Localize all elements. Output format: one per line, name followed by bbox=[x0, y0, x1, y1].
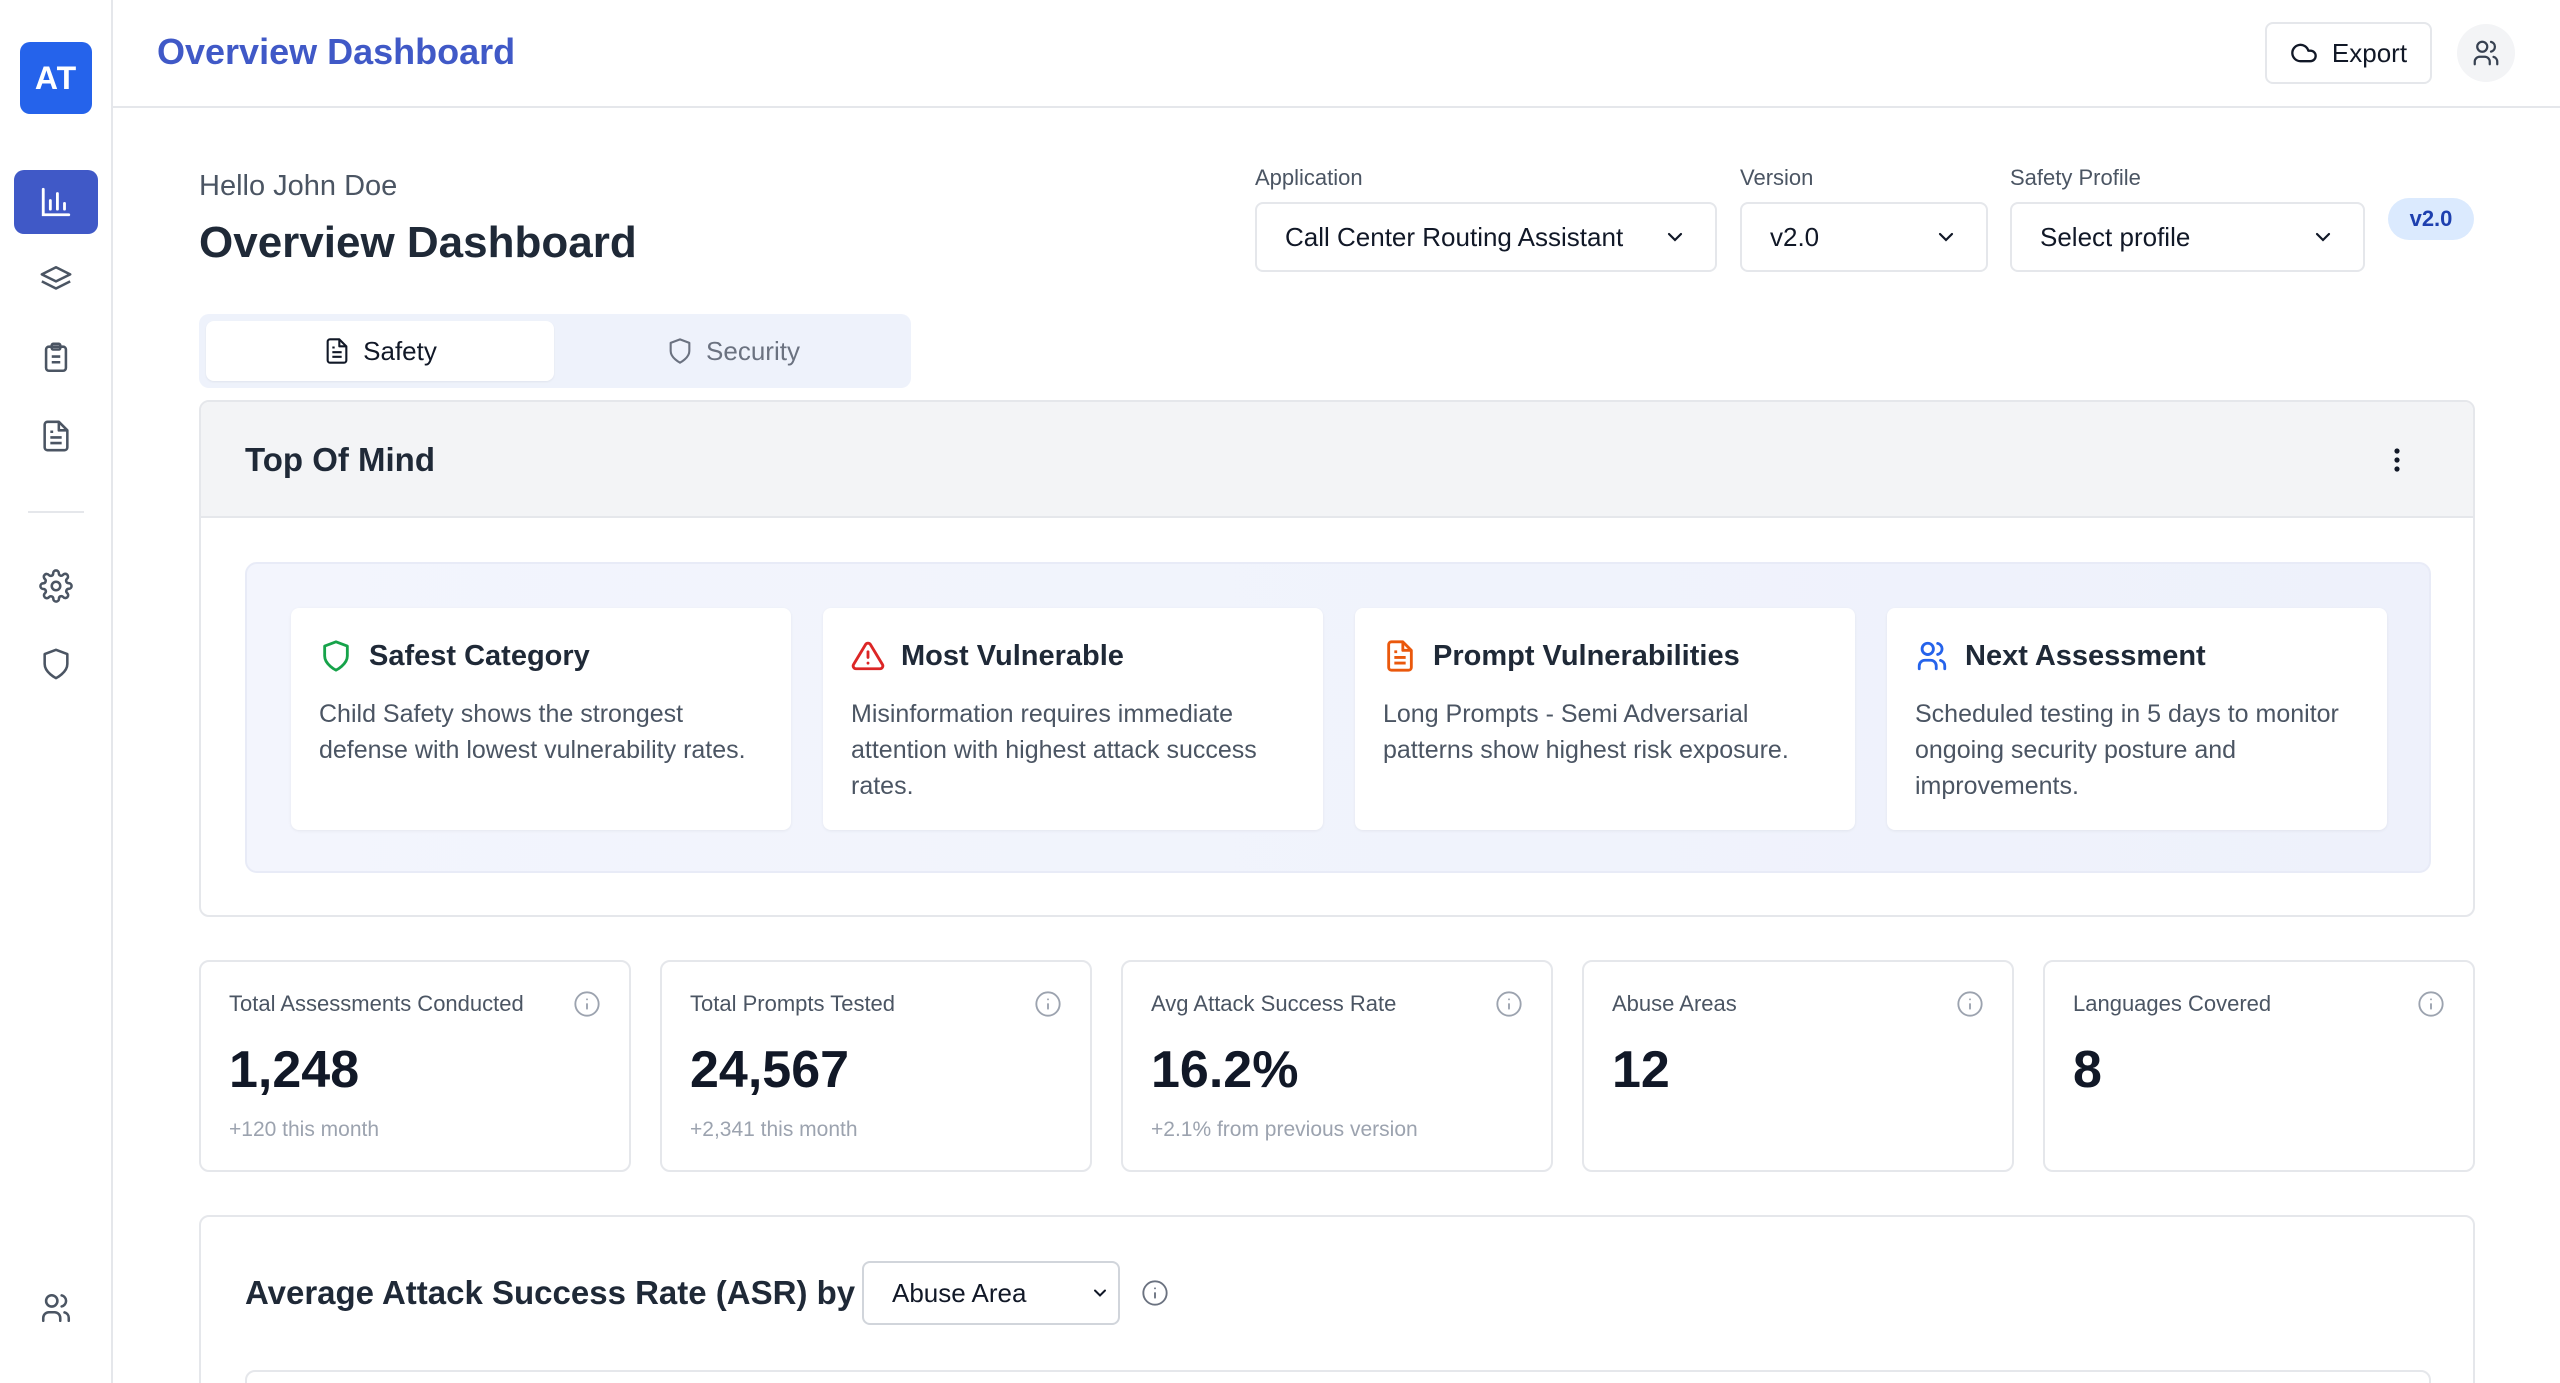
more-options-button[interactable] bbox=[2379, 442, 2415, 478]
app-logo[interactable]: AT bbox=[20, 42, 92, 114]
application-label: Application bbox=[1255, 165, 1363, 190]
insight-text: Scheduled testing in 5 days to monitor o… bbox=[1915, 700, 2339, 800]
stat-subtext: +2.1% from previous version bbox=[1151, 1118, 1418, 1141]
export-label: Export bbox=[2331, 37, 2408, 68]
insight-text: Misinformation requires immediate attent… bbox=[851, 700, 1257, 800]
stat-value: 24,567 bbox=[690, 1041, 850, 1099]
document-icon bbox=[326, 338, 348, 364]
top-of-mind-card: Top Of Mind Safest Category Child Safety… bbox=[199, 400, 2475, 917]
stat-card-prompts: Total Prompts Tested 24,567 +2,341 this … bbox=[660, 960, 1092, 1172]
chevron-down-icon bbox=[1667, 232, 1683, 242]
info-icon[interactable] bbox=[573, 990, 601, 1018]
asr-title: Average Attack Success Rate (ASR) by bbox=[245, 1274, 856, 1311]
version-label: Version bbox=[1740, 165, 1814, 190]
version-badge: v2.0 bbox=[2388, 198, 2474, 240]
sidebar-divider bbox=[28, 511, 84, 513]
stat-label: Avg Attack Success Rate bbox=[1151, 991, 1397, 1016]
info-icon[interactable] bbox=[1141, 1279, 1169, 1307]
sidebar-item-reports[interactable] bbox=[14, 404, 98, 468]
asr-chart-container bbox=[245, 1370, 2431, 1383]
gear-icon bbox=[39, 569, 73, 603]
sidebar-item-analytics[interactable] bbox=[14, 170, 98, 234]
stat-subtext: +120 this month bbox=[229, 1118, 380, 1141]
kebab-menu-icon bbox=[2394, 448, 2400, 472]
warning-icon bbox=[851, 641, 885, 671]
chevron-down-icon bbox=[1938, 232, 1954, 242]
info-icon[interactable] bbox=[1495, 990, 1523, 1018]
topbar-title: Overview Dashboard bbox=[157, 31, 516, 72]
stat-card-assessments: Total Assessments Conducted 1,248 +120 t… bbox=[199, 960, 631, 1172]
shield-icon bbox=[669, 338, 691, 364]
insights-panel: Safest Category Child Safety shows the s… bbox=[245, 562, 2431, 873]
top-of-mind-title: Top Of Mind bbox=[245, 441, 435, 478]
insight-title: Next Assessment bbox=[1965, 640, 2206, 672]
stat-card-abuse-areas: Abuse Areas 12 bbox=[1582, 960, 2014, 1172]
bar-chart-icon bbox=[41, 187, 71, 217]
safety-profile-label: Safety Profile bbox=[2010, 165, 2141, 190]
insight-title: Prompt Vulnerabilities bbox=[1433, 640, 1740, 672]
topbar: Overview Dashboard Export bbox=[113, 0, 2560, 108]
tab-bar: Safety Security bbox=[199, 314, 911, 388]
insight-card-prompts: Prompt Vulnerabilities Long Prompts - Se… bbox=[1355, 608, 1855, 830]
stat-label: Abuse Areas bbox=[1612, 991, 1737, 1016]
tab-safety-label: Safety bbox=[363, 335, 437, 366]
sidebar-item-assessments[interactable] bbox=[14, 326, 98, 390]
insight-card-safest: Safest Category Child Safety shows the s… bbox=[291, 608, 791, 830]
application-value: Call Center Routing Assistant bbox=[1285, 221, 1624, 252]
chevron-down-icon bbox=[2315, 232, 2331, 242]
cloud-icon bbox=[2291, 43, 2317, 63]
stat-card-languages: Languages Covered 8 bbox=[2043, 960, 2475, 1172]
sidebar-item-users[interactable] bbox=[14, 1276, 98, 1340]
info-icon[interactable] bbox=[1034, 990, 1062, 1018]
chevron-down-icon bbox=[1094, 1289, 1106, 1297]
asr-card: Average Attack Success Rate (ASR) by Abu… bbox=[199, 1215, 2475, 1383]
sidebar-item-settings[interactable] bbox=[14, 554, 98, 618]
version-select[interactable]: v2.0 bbox=[1740, 202, 1988, 272]
stat-value: 1,248 bbox=[229, 1041, 360, 1099]
layers-icon bbox=[40, 265, 72, 290]
insight-card-next: Next Assessment Scheduled testing in 5 d… bbox=[1887, 608, 2387, 830]
asr-groupby-select[interactable]: Abuse Area bbox=[862, 1261, 1120, 1325]
insight-title: Most Vulnerable bbox=[901, 640, 1124, 672]
insight-title: Safest Category bbox=[369, 640, 590, 672]
sidebar-item-security[interactable] bbox=[14, 632, 98, 696]
export-button[interactable]: Export bbox=[2265, 22, 2432, 84]
stat-value: 12 bbox=[1612, 1041, 1670, 1099]
sidebar: AT bbox=[0, 0, 113, 1383]
top-of-mind-header: Top Of Mind bbox=[201, 402, 2473, 518]
greeting: Hello John Doe bbox=[199, 170, 398, 202]
sidebar-item-layers[interactable] bbox=[14, 248, 98, 312]
clipboard-icon bbox=[44, 342, 68, 373]
stat-label: Total Prompts Tested bbox=[690, 991, 896, 1016]
users-icon bbox=[1917, 641, 1947, 671]
stat-card-asr: Avg Attack Success Rate 16.2% +2.1% from… bbox=[1121, 960, 1553, 1172]
page-title: Overview Dashboard bbox=[199, 218, 637, 267]
stat-subtext: +2,341 this month bbox=[690, 1118, 858, 1141]
tab-security-label: Security bbox=[706, 335, 800, 366]
safety-profile-value: Select profile bbox=[2040, 221, 2191, 252]
version-value: v2.0 bbox=[1770, 221, 1820, 252]
application-select[interactable]: Call Center Routing Assistant bbox=[1255, 202, 1717, 272]
insight-text: Child Safety shows the strongest defense… bbox=[319, 700, 746, 764]
shield-icon bbox=[43, 648, 69, 680]
stat-value: 16.2% bbox=[1151, 1041, 1299, 1099]
stat-label: Languages Covered bbox=[2073, 991, 2272, 1016]
stat-label: Total Assessments Conducted bbox=[229, 991, 524, 1016]
safety-profile-select[interactable]: Select profile bbox=[2010, 202, 2365, 272]
document-icon bbox=[1387, 640, 1413, 672]
insight-card-vulnerable: Most Vulnerable Misinformation requires … bbox=[823, 608, 1323, 830]
tab-security[interactable]: Security bbox=[562, 321, 904, 381]
user-menu-button[interactable] bbox=[2457, 24, 2515, 82]
shield-icon bbox=[323, 640, 349, 672]
insight-text: Long Prompts - Semi Adversarial patterns… bbox=[1383, 700, 1789, 764]
info-icon[interactable] bbox=[2417, 990, 2445, 1018]
asr-groupby-value: Abuse Area bbox=[892, 1277, 1027, 1308]
stat-value: 8 bbox=[2073, 1041, 2102, 1099]
tab-safety[interactable]: Safety bbox=[206, 321, 554, 381]
info-icon[interactable] bbox=[1956, 990, 1984, 1018]
document-icon bbox=[43, 420, 69, 452]
users-icon bbox=[41, 1293, 71, 1323]
users-icon bbox=[2473, 40, 2499, 66]
